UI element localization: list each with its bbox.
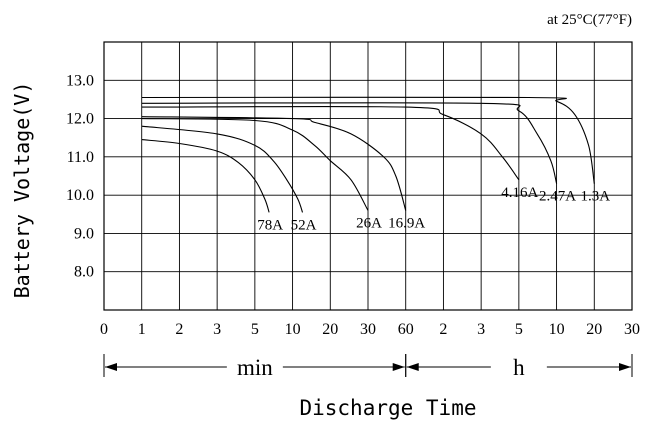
x-tick-label: 5 bbox=[251, 321, 259, 338]
x-tick-label: 3 bbox=[213, 321, 221, 338]
curve-1.3A bbox=[141, 96, 595, 184]
x-tick-label: 3 bbox=[477, 321, 485, 338]
discharge-curves bbox=[141, 96, 595, 213]
x-axis-label: Discharge Time bbox=[299, 396, 476, 420]
x-tick-label: 0 bbox=[100, 321, 108, 338]
arrow-right-icon bbox=[392, 363, 405, 371]
condition-note: at 25°C(77°F) bbox=[547, 12, 632, 28]
x-tick-label: 20 bbox=[322, 321, 338, 338]
curve-4.16A bbox=[141, 105, 520, 181]
y-axis-label: Battery Voltage(V) bbox=[10, 82, 34, 299]
y-tick-label: 10.0 bbox=[66, 187, 94, 204]
curve-label: 1.3A bbox=[580, 189, 610, 205]
curve-16.9A bbox=[141, 116, 407, 211]
curve-label: 52A bbox=[291, 217, 317, 233]
curve-26A bbox=[141, 118, 369, 211]
x-tick-label: 2 bbox=[439, 321, 447, 338]
curve-78A bbox=[141, 139, 270, 213]
y-tick-label: 11.0 bbox=[67, 149, 94, 166]
x-tick-label: 20 bbox=[586, 321, 602, 338]
unit-label: h bbox=[513, 355, 525, 380]
x-tick-labels: 0 1 2 3 5 10 20 30 60 2 3 5 10 20 30 bbox=[100, 321, 640, 338]
y-tick-label: 9.0 bbox=[74, 225, 94, 242]
y-tick-label: 8.0 bbox=[74, 264, 94, 281]
curve-label: 26A bbox=[356, 215, 382, 231]
curve-labels: 78A 52A 26A 16.9A 4.16A 2.47A 1.3A bbox=[257, 185, 610, 234]
x-tick-label: 30 bbox=[360, 321, 376, 338]
x-tick-label: 5 bbox=[515, 321, 523, 338]
y-tick-label: 12.0 bbox=[66, 111, 94, 128]
x-tick-label: 1 bbox=[138, 321, 146, 338]
unit-label: min bbox=[237, 355, 273, 380]
x-tick-label: 10 bbox=[285, 321, 301, 338]
grid bbox=[103, 41, 633, 311]
unit-brackets: min h bbox=[103, 354, 633, 380]
curve-52A bbox=[141, 125, 304, 213]
arrow-left-icon bbox=[406, 363, 419, 371]
x-tick-label: 30 bbox=[624, 321, 640, 338]
x-tick-label: 10 bbox=[549, 321, 565, 338]
x-tick-label: 2 bbox=[175, 321, 183, 338]
curve-label: 2.47A bbox=[539, 189, 576, 205]
curve-2.47A bbox=[141, 102, 558, 184]
curve-label: 78A bbox=[257, 217, 283, 233]
curve-label: 4.16A bbox=[501, 185, 538, 201]
y-tick-label: 13.0 bbox=[66, 72, 94, 89]
y-tick-labels: 13.0 12.0 11.0 10.0 9.0 8.0 bbox=[66, 72, 94, 280]
curve-label: 16.9A bbox=[388, 215, 425, 231]
arrow-left-icon bbox=[105, 363, 117, 371]
x-tick-label: 60 bbox=[398, 321, 414, 338]
arrow-right-icon bbox=[619, 363, 631, 371]
